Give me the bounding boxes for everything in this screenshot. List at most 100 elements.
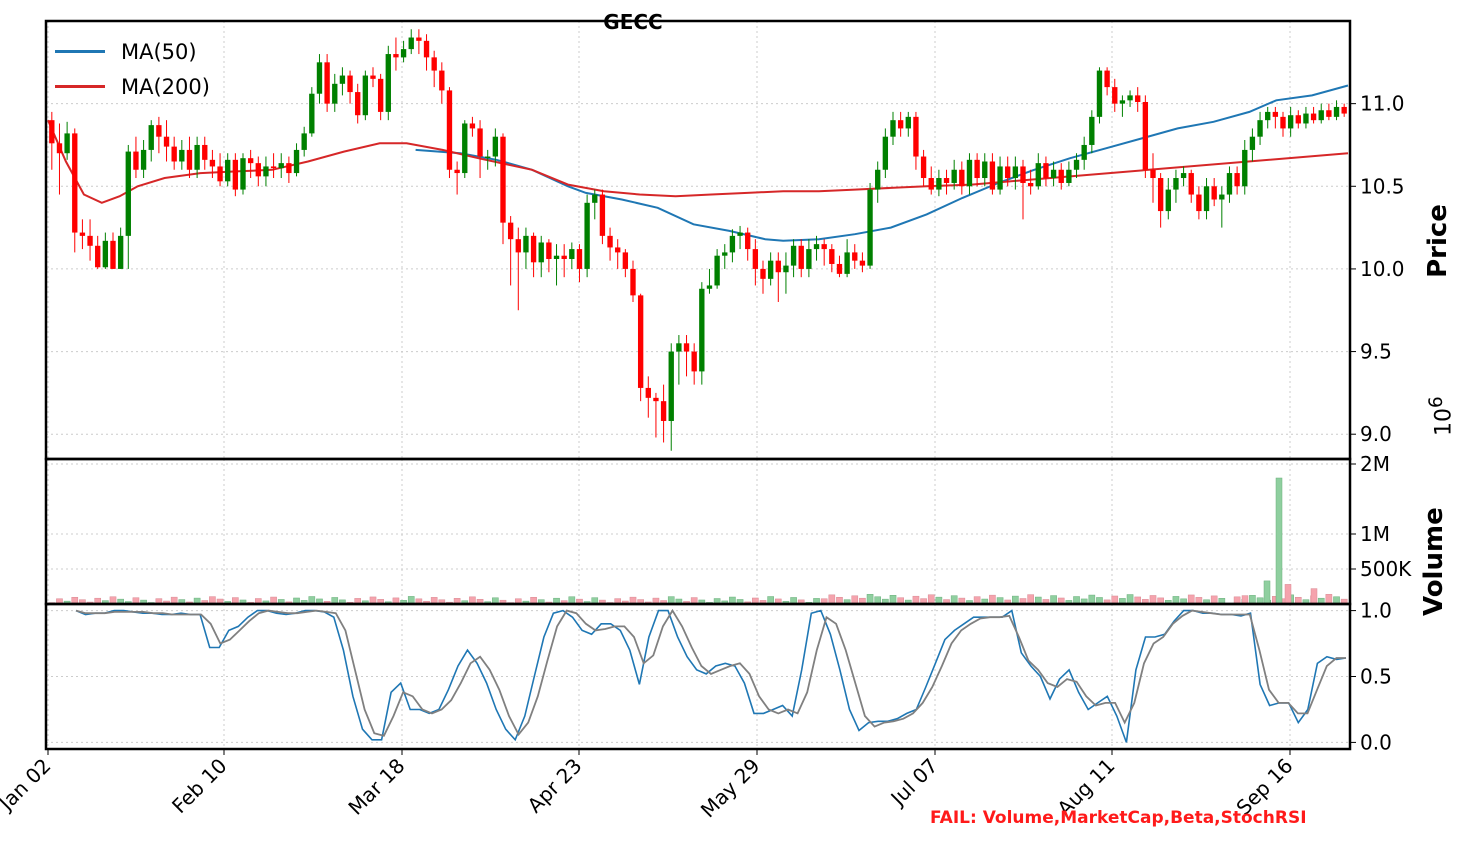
candle-body bbox=[416, 37, 422, 41]
candle-body bbox=[645, 387, 651, 398]
stoch-k-line bbox=[75, 609, 1347, 743]
legend-label-ma50: MA(50) bbox=[121, 39, 197, 64]
candle-body bbox=[1219, 194, 1225, 200]
candle-body bbox=[278, 163, 284, 169]
candle-body bbox=[1027, 182, 1034, 187]
candle-body bbox=[217, 166, 223, 182]
candle-body bbox=[622, 252, 629, 269]
candle-body bbox=[852, 252, 858, 261]
volume-bar bbox=[1126, 594, 1134, 605]
candle-body bbox=[875, 169, 881, 190]
candle-body bbox=[913, 116, 919, 157]
candle-body bbox=[1043, 163, 1049, 179]
stoch-tick-label: 0.0 bbox=[1360, 730, 1392, 754]
candle-body bbox=[324, 62, 330, 104]
candle-body bbox=[156, 125, 162, 137]
volume-bar bbox=[889, 595, 897, 605]
candle-body bbox=[1280, 116, 1286, 129]
candle-body bbox=[347, 75, 353, 93]
candle-body bbox=[79, 232, 86, 236]
candle-body bbox=[370, 75, 376, 79]
candle-body bbox=[584, 202, 590, 269]
volume-bar bbox=[1325, 594, 1333, 605]
candle-body bbox=[966, 159, 973, 187]
candle-body bbox=[1272, 111, 1279, 117]
candle-body bbox=[599, 194, 606, 236]
candle-body bbox=[1073, 159, 1080, 170]
candle-body bbox=[1326, 110, 1332, 117]
candle-body bbox=[553, 255, 560, 260]
x-tick-label: Jan 02 bbox=[0, 754, 56, 817]
candle-body bbox=[630, 268, 636, 296]
volume-panel-frame bbox=[44, 457, 1352, 606]
candle-body bbox=[1211, 186, 1217, 200]
candle-body bbox=[905, 116, 911, 129]
price-tick-label: 10.0 bbox=[1360, 257, 1405, 281]
candle-body bbox=[706, 285, 713, 289]
volume-bar bbox=[1050, 595, 1057, 605]
candle-body bbox=[813, 244, 820, 250]
volume-tick-label: 1M bbox=[1360, 522, 1390, 546]
volume-exponent-label: 106 bbox=[1426, 396, 1457, 436]
candle-body bbox=[439, 70, 445, 91]
candle-body bbox=[699, 288, 705, 372]
candle-body bbox=[49, 120, 55, 144]
candle-body bbox=[790, 245, 797, 266]
candle-body bbox=[385, 54, 391, 112]
volume-bar bbox=[989, 594, 996, 605]
candle-body bbox=[729, 235, 736, 253]
candle-body bbox=[1135, 95, 1141, 102]
candle-body bbox=[202, 144, 208, 160]
candle-body bbox=[515, 239, 521, 253]
candle-body bbox=[653, 397, 659, 402]
candle-body bbox=[1310, 113, 1317, 121]
candle-body bbox=[194, 144, 200, 170]
candle-body bbox=[171, 146, 177, 162]
candle-body bbox=[882, 136, 889, 170]
candle-body bbox=[133, 151, 139, 170]
volume-tick-label: 500K bbox=[1360, 557, 1412, 581]
volume-bars bbox=[48, 477, 1348, 605]
legend-swatch-ma200 bbox=[55, 85, 105, 88]
candle-body bbox=[798, 245, 804, 269]
x-tick-label: Mar 18 bbox=[343, 754, 409, 820]
candle-body bbox=[225, 159, 231, 182]
candle-body bbox=[1050, 169, 1057, 179]
candle-body bbox=[247, 158, 254, 164]
candle-body bbox=[186, 149, 193, 170]
candle-body bbox=[240, 158, 246, 190]
volume-tick-label: 2M bbox=[1360, 452, 1390, 476]
candle-body bbox=[576, 249, 583, 269]
candle-body bbox=[997, 166, 1003, 190]
candle-body bbox=[355, 92, 361, 116]
candle-body bbox=[1020, 166, 1026, 183]
candle-body bbox=[72, 133, 78, 233]
candle-body bbox=[1303, 113, 1309, 124]
candle-body bbox=[500, 136, 506, 223]
candle-body bbox=[286, 163, 292, 174]
grid-lines bbox=[46, 21, 1350, 749]
candle-body bbox=[255, 163, 261, 177]
stoch-rsi-lines bbox=[75, 608, 1347, 743]
candle-body bbox=[1234, 173, 1240, 187]
candle-body bbox=[1119, 100, 1126, 104]
candle-body bbox=[1127, 95, 1133, 101]
candle-body bbox=[989, 161, 996, 190]
axes-frames bbox=[44, 19, 1356, 755]
volume-bar bbox=[828, 594, 836, 605]
candle-body bbox=[859, 260, 866, 266]
price-tick-label: 11.0 bbox=[1360, 92, 1405, 116]
candle-body bbox=[1333, 106, 1340, 117]
candle-body bbox=[561, 255, 567, 260]
candle-body bbox=[454, 169, 460, 174]
candle-body bbox=[1173, 178, 1179, 190]
legend: MA(50) MA(200) bbox=[55, 34, 210, 104]
candle-body bbox=[683, 343, 690, 352]
candle-body bbox=[974, 159, 980, 179]
candle-body bbox=[767, 260, 774, 279]
candle-body bbox=[1157, 178, 1164, 212]
candle-body bbox=[637, 295, 644, 388]
candle-body bbox=[951, 169, 957, 183]
candle-body bbox=[393, 54, 399, 58]
